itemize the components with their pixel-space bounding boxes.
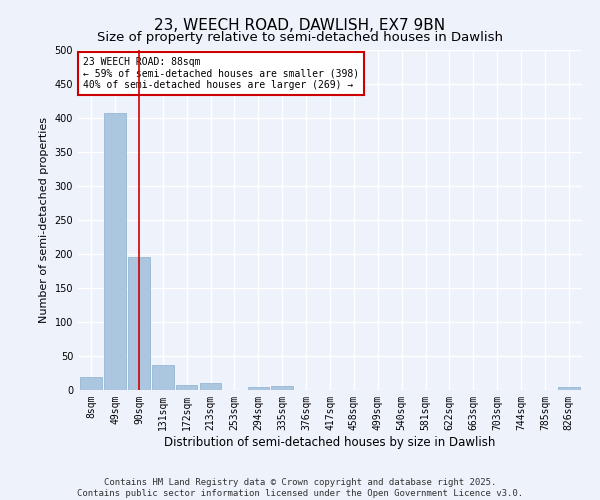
Y-axis label: Number of semi-detached properties: Number of semi-detached properties <box>39 117 49 323</box>
Bar <box>248 386 269 390</box>
Bar <box>271 386 293 390</box>
Bar <box>152 365 173 390</box>
Bar <box>558 386 580 390</box>
Bar <box>128 258 149 390</box>
Text: 23, WEECH ROAD, DAWLISH, EX7 9BN: 23, WEECH ROAD, DAWLISH, EX7 9BN <box>154 18 446 32</box>
Bar <box>80 377 102 390</box>
Text: Contains HM Land Registry data © Crown copyright and database right 2025.
Contai: Contains HM Land Registry data © Crown c… <box>77 478 523 498</box>
Bar <box>176 384 197 390</box>
X-axis label: Distribution of semi-detached houses by size in Dawlish: Distribution of semi-detached houses by … <box>164 436 496 448</box>
Bar <box>104 112 126 390</box>
Text: 23 WEECH ROAD: 88sqm
← 59% of semi-detached houses are smaller (398)
40% of semi: 23 WEECH ROAD: 88sqm ← 59% of semi-detac… <box>83 57 359 90</box>
Bar <box>200 383 221 390</box>
Text: Size of property relative to semi-detached houses in Dawlish: Size of property relative to semi-detach… <box>97 31 503 44</box>
